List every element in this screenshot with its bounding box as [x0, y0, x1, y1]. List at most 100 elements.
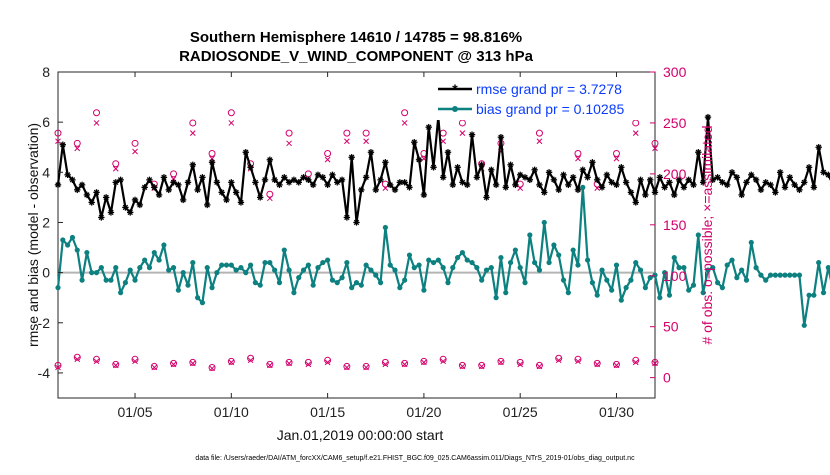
rmse-point	[556, 187, 562, 193]
rmse-point	[103, 194, 109, 200]
bias-point	[311, 283, 316, 288]
bias-point	[585, 257, 590, 262]
rmse-point	[483, 194, 489, 200]
bias-point	[55, 285, 60, 290]
bias-point	[445, 280, 450, 285]
rmse-point	[392, 187, 398, 193]
bias-point	[436, 257, 441, 262]
bias-point	[84, 250, 89, 255]
bias-point	[320, 260, 325, 265]
bias-point	[137, 265, 142, 270]
bias-point	[806, 293, 811, 298]
bias-point	[171, 265, 176, 270]
bias-point	[595, 293, 600, 298]
bias-point	[450, 265, 455, 270]
bias-point	[70, 235, 75, 240]
chart-title: Southern Hemisphere 14610 / 14785 = 98.8…	[190, 29, 522, 46]
rmse-point	[218, 189, 224, 195]
rmse-point	[743, 179, 749, 185]
rmse-point	[618, 164, 624, 170]
y-axis-right-label: # of obs: o=possible; ×=assimilated	[699, 125, 715, 344]
rmse-point	[815, 144, 821, 150]
bias-point	[286, 268, 291, 273]
bias-point	[778, 273, 783, 278]
rmse-point	[185, 179, 191, 185]
bias-point	[469, 260, 474, 265]
bias-point	[79, 278, 84, 283]
legend-rmse-marker: *	[452, 81, 458, 97]
bias-point	[190, 260, 195, 265]
rmse-point	[681, 184, 687, 190]
bias-point	[518, 265, 523, 270]
rmse-point	[60, 142, 66, 148]
rmse-point	[623, 179, 629, 185]
rmse-point	[228, 179, 234, 185]
rmse-point	[686, 177, 692, 183]
bias-point	[739, 268, 744, 273]
bias-point	[209, 285, 214, 290]
y-right-tick-label: 0	[663, 370, 671, 386]
bias-point	[267, 260, 272, 265]
bias-point	[556, 252, 561, 257]
bias-point	[132, 278, 137, 283]
bias-point	[773, 273, 778, 278]
rmse-point	[74, 187, 80, 193]
rmse-point	[575, 187, 581, 193]
rmse-point	[705, 114, 711, 120]
bias-point	[94, 270, 99, 275]
rmse-point	[382, 159, 388, 165]
bias-point	[214, 270, 219, 275]
bias-point	[503, 290, 508, 295]
y-tick-label: 6	[42, 114, 50, 130]
bias-point	[339, 275, 344, 280]
bias-point	[633, 260, 638, 265]
rmse-point	[796, 187, 802, 193]
bias-point	[816, 260, 821, 265]
y-right-tick-label: 50	[663, 319, 679, 335]
bias-point	[628, 278, 633, 283]
bias-point	[527, 232, 532, 237]
bias-point	[181, 270, 186, 275]
bias-point	[754, 265, 759, 270]
legend: * rmse grand pr = 3.7278 bias grand pr =…	[430, 80, 652, 120]
bias-point	[542, 220, 547, 225]
bias-point	[643, 285, 648, 290]
rmse-point	[604, 172, 610, 178]
rmse-point	[560, 172, 566, 178]
bias-point	[494, 295, 499, 300]
x-tick-label: 01/25	[503, 404, 538, 420]
bias-point	[792, 273, 797, 278]
bias-point	[354, 280, 359, 285]
rmse-point	[633, 199, 639, 205]
rmse-point	[209, 159, 215, 165]
bias-point	[426, 257, 431, 262]
bias-point	[282, 247, 287, 252]
bias-point	[147, 265, 152, 270]
bias-point	[498, 255, 503, 260]
plot-area	[58, 72, 655, 398]
bias-point	[344, 260, 349, 265]
bias-point	[277, 280, 282, 285]
rmse-point	[801, 179, 807, 185]
rmse-point	[387, 182, 393, 188]
bias-point	[599, 268, 604, 273]
rmse-point	[132, 197, 138, 203]
bias-point	[508, 260, 513, 265]
bias-point	[243, 270, 248, 275]
rmse-point	[599, 184, 605, 190]
rmse-point	[782, 184, 788, 190]
rmse-point	[661, 184, 667, 190]
legend-rmse-label: rmse grand pr = 3.7278	[476, 81, 622, 97]
bias-point	[667, 293, 672, 298]
x-tick-label: 01/30	[599, 404, 634, 420]
rmse-point	[151, 184, 157, 190]
bias-point	[441, 265, 446, 270]
y-right-tick-label: 200	[663, 166, 687, 182]
bias-point	[224, 262, 229, 267]
bias-point	[123, 280, 128, 285]
rmse-point	[541, 189, 547, 195]
y-right-tick-label: 300	[663, 64, 687, 80]
bias-point	[609, 288, 614, 293]
bias-point	[729, 257, 734, 262]
